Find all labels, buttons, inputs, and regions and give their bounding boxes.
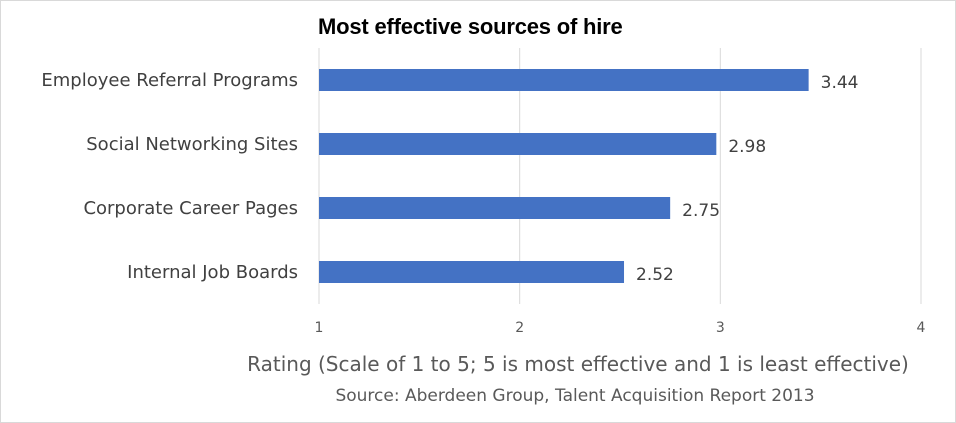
- x-tick-label: 1: [315, 320, 324, 336]
- chart-title: Most effective sources of hire: [318, 14, 623, 39]
- bar: [319, 133, 717, 155]
- x-tick-label: 3: [716, 320, 725, 336]
- bar: [319, 261, 625, 283]
- bar: [319, 197, 671, 219]
- category-label: Social Networking Sites: [86, 134, 298, 155]
- bar: [319, 69, 809, 91]
- data-label: 2.52: [636, 265, 674, 285]
- data-label: 2.98: [728, 137, 766, 157]
- category-label: Employee Referral Programs: [41, 70, 298, 91]
- x-tick-label: 4: [917, 320, 926, 336]
- source-note: Source: Aberdeen Group, Talent Acquisiti…: [335, 386, 815, 406]
- x-axis-label: Rating (Scale of 1 to 5; 5 is most effec…: [247, 352, 909, 376]
- category-label: Corporate Career Pages: [83, 198, 298, 219]
- category-label: Internal Job Boards: [127, 262, 298, 283]
- data-label: 3.44: [821, 73, 859, 93]
- data-label: 2.75: [682, 201, 720, 221]
- x-tick-label: 2: [515, 320, 524, 336]
